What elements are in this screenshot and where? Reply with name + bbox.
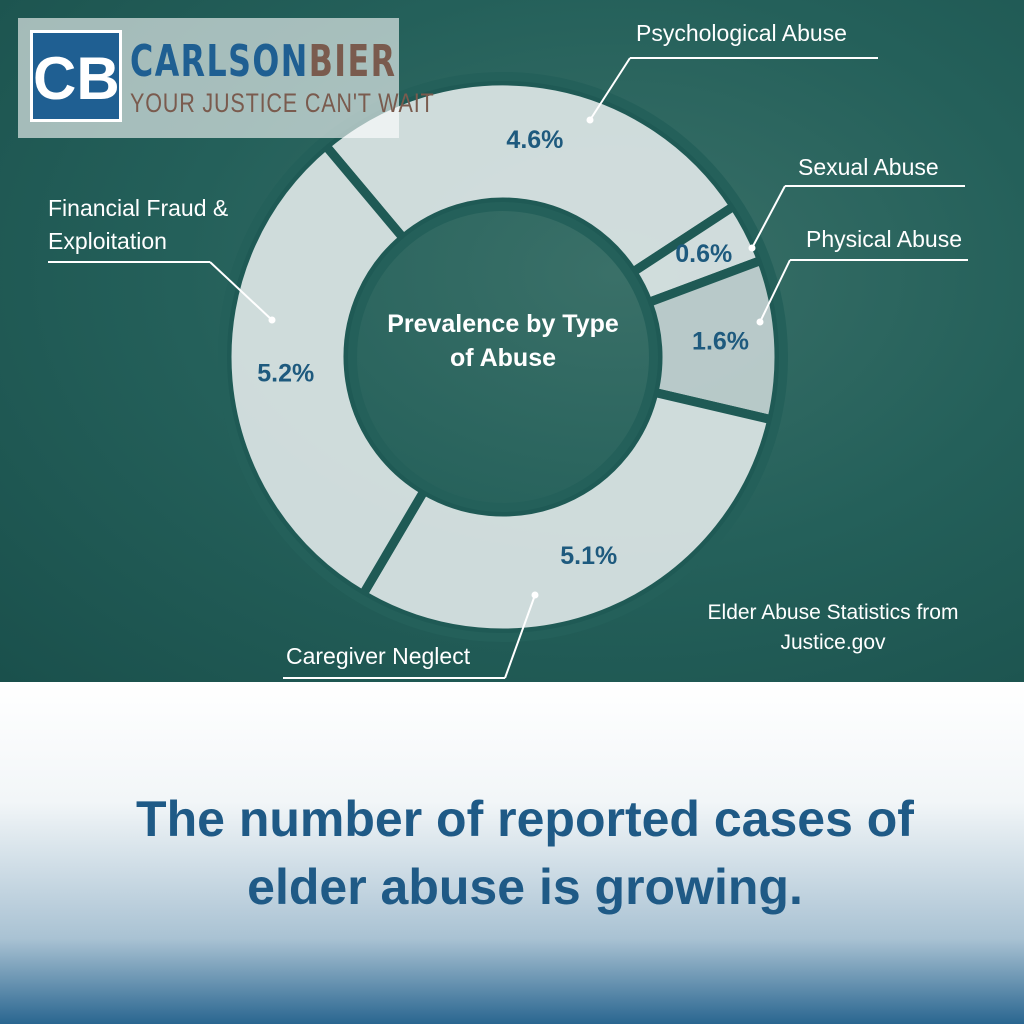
leader-dot <box>756 318 764 326</box>
chart-title: Prevalence by Type of Abuse <box>387 310 619 372</box>
leader-dot <box>531 591 539 599</box>
leader-line <box>759 259 791 323</box>
logo-name: CARLSONBIER <box>130 36 396 87</box>
headline-panel <box>0 682 1024 1024</box>
leader-line <box>209 261 273 321</box>
donut-segment <box>319 76 741 279</box>
logo-name-second: BIER <box>308 36 397 87</box>
leader-dot <box>586 116 594 124</box>
value-label: 4.6% <box>506 126 563 154</box>
leader-line <box>504 594 536 679</box>
logo-initials: CB <box>30 30 122 122</box>
ring-edge <box>218 72 788 642</box>
source-note: Elder Abuse Statistics from Justice.gov <box>707 601 959 654</box>
value-label: 0.6% <box>675 240 732 268</box>
category-label: Sexual Abuse <box>798 154 939 180</box>
ring-hole <box>348 202 658 512</box>
logo: CB CARLSONBIER YOUR JUSTICE CAN'T WAIT <box>18 18 434 138</box>
leader-dot <box>268 316 276 324</box>
category-label: Physical Abuse <box>806 226 962 252</box>
value-label: 5.1% <box>560 542 617 570</box>
value-label: 5.2% <box>257 360 314 388</box>
leader-dot <box>748 244 756 252</box>
logo-tagline: YOUR JUSTICE CAN'T WAIT <box>130 88 435 118</box>
donut-chart: 4.6% 0.6% 1.6% 5.1% 5.2% <box>209 57 791 679</box>
category-label: Caregiver Neglect <box>286 643 471 669</box>
logo-name-first: CARLSON <box>130 36 309 87</box>
donut-segment <box>356 386 778 638</box>
category-label: Psychological Abuse <box>636 20 847 46</box>
category-label: Financial Fraud & Exploitation <box>48 195 229 254</box>
headline: The number of reported cases of elder ab… <box>136 791 914 915</box>
value-label: 1.6% <box>692 328 749 356</box>
leader-line <box>751 185 786 249</box>
leader-line <box>589 57 631 121</box>
